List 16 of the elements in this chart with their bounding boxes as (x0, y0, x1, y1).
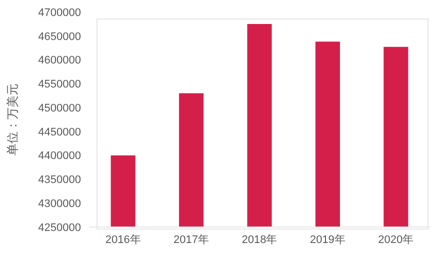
y-tick-label: 4300000 (38, 198, 81, 210)
x-tick-label: 2019年 (310, 234, 346, 246)
y-tick-label: 4500000 (38, 102, 81, 114)
y-tick-label: 4700000 (38, 6, 81, 19)
y-tick-label: 4650000 (38, 30, 81, 43)
y-tick-label: 4600000 (38, 54, 81, 67)
y-tick-label: 4350000 (38, 174, 81, 186)
y-tick-label: 4450000 (38, 126, 81, 138)
y-tick-label: 4550000 (38, 78, 81, 91)
x-tick-label: 2020年 (378, 234, 414, 246)
y-tick-label: 4250000 (38, 222, 81, 234)
x-tick-label: 2016年 (105, 234, 141, 246)
x-tick-label: 2017年 (174, 234, 210, 246)
y-axis-title: 单位：万美元 (5, 84, 20, 156)
y-tick-label: 4400000 (38, 150, 81, 162)
x-tick-label: 2018年 (242, 234, 278, 246)
